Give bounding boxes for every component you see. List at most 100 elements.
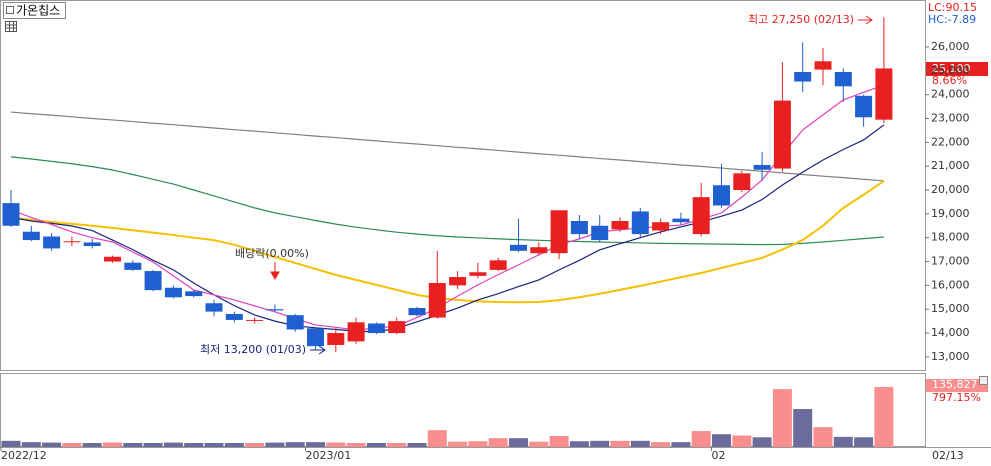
high-arrow (858, 15, 873, 25)
candle-body (428, 282, 446, 318)
candle-body (733, 173, 751, 191)
candle-body (43, 236, 61, 249)
moving-average-line (10, 111, 884, 182)
dividend-annotation: 배당락(0.00%) (235, 247, 309, 260)
volume-bar (163, 442, 183, 447)
y-tick-label: 14,000 (931, 326, 970, 339)
y-tick-label: 20,000 (931, 183, 970, 196)
y-tick-label: 23,000 (931, 111, 970, 124)
candle-body (83, 242, 101, 247)
candle-body (692, 197, 710, 235)
volume-bar (285, 442, 305, 447)
volume-bar (82, 443, 102, 447)
candle-body (124, 262, 142, 270)
volume-bar (813, 427, 833, 447)
candle-body (246, 319, 264, 321)
candle-body (367, 323, 385, 334)
candle-body (144, 271, 162, 291)
marks (1, 17, 894, 447)
y-tick-label: 22,000 (931, 135, 970, 148)
volume-label: 135,827 (932, 378, 978, 391)
last-change-label: 8.66% (932, 74, 967, 87)
volume-bar (549, 435, 569, 447)
volume-bar (448, 441, 468, 447)
volume-bar (793, 409, 813, 447)
low-annotation: 최저 13,200 (01/03) (200, 343, 306, 356)
candle-body (469, 272, 487, 276)
chart-title: 가온칩스 (16, 4, 60, 18)
candle-body (510, 244, 527, 251)
volume-bar (427, 430, 447, 447)
candle-body (307, 328, 324, 347)
candle-body (631, 211, 649, 235)
candle-body (550, 210, 568, 254)
candle-body (773, 100, 791, 169)
candle-body (2, 203, 20, 226)
high-annotation: 최고 27,250 (02/13) (748, 13, 854, 26)
volume-bar (610, 440, 630, 447)
candle-body (489, 260, 507, 270)
volume-bar (1, 440, 21, 447)
candle-body (225, 313, 243, 320)
volume-bar (265, 442, 285, 447)
candle-body (855, 95, 873, 118)
panel-button[interactable] (979, 376, 988, 385)
candle-body (672, 218, 690, 223)
candle-body (266, 309, 284, 311)
candle-body (104, 256, 121, 262)
volume-change-label: 797.15% (932, 391, 981, 404)
volume-bar (245, 443, 265, 447)
candle-body (875, 68, 893, 120)
last-price-badge (926, 62, 988, 76)
grid-icon-lines (5, 21, 17, 32)
title-box[interactable] (3, 2, 66, 19)
volume-bar (387, 443, 407, 447)
y-tick-label: 21,000 (931, 159, 970, 172)
volume-bar (407, 443, 427, 447)
candle-body (327, 333, 345, 345)
checkbox[interactable] (6, 6, 14, 14)
volume-bar (346, 443, 366, 447)
moving-average-line (10, 180, 885, 304)
moving-average-line (10, 156, 884, 246)
volume-bar (62, 443, 82, 447)
volume-bar (630, 440, 650, 447)
volume-bar (874, 386, 894, 447)
last-date-label: 02/13 (932, 449, 964, 462)
volume-bar (306, 442, 325, 447)
candle-body (652, 222, 670, 231)
candle-body (591, 225, 609, 241)
last-price-label: 25,100 (932, 62, 971, 75)
candle-body (611, 220, 629, 230)
volume-bar (509, 438, 528, 447)
y-tick-label: 15,000 (931, 302, 970, 315)
candle-body (449, 277, 467, 286)
candle-body (63, 241, 81, 243)
price-frame (0, 0, 926, 371)
candle-body (388, 321, 406, 334)
y-tick-label: 16,000 (931, 278, 970, 291)
candle-body (834, 71, 852, 87)
volume-bar (732, 435, 752, 447)
volume-bar (854, 437, 874, 447)
candle-body (185, 291, 203, 297)
volume-bar (752, 437, 772, 447)
volume-bar (204, 443, 224, 447)
volume-bar (42, 442, 62, 447)
volume-bar (21, 442, 41, 447)
volume-bar (326, 442, 346, 447)
candle-body (570, 220, 588, 235)
volume-bar (488, 438, 508, 447)
grid-icon[interactable] (5, 21, 17, 32)
moving-average-line (10, 84, 885, 331)
volume-bar (590, 440, 610, 447)
volume-bar (772, 389, 792, 447)
volume-bar (224, 443, 244, 447)
x-tick-label: 2022/12 (1, 449, 47, 462)
candle-body (205, 303, 223, 312)
volume-bar (366, 443, 386, 447)
volume-bar (529, 441, 549, 447)
